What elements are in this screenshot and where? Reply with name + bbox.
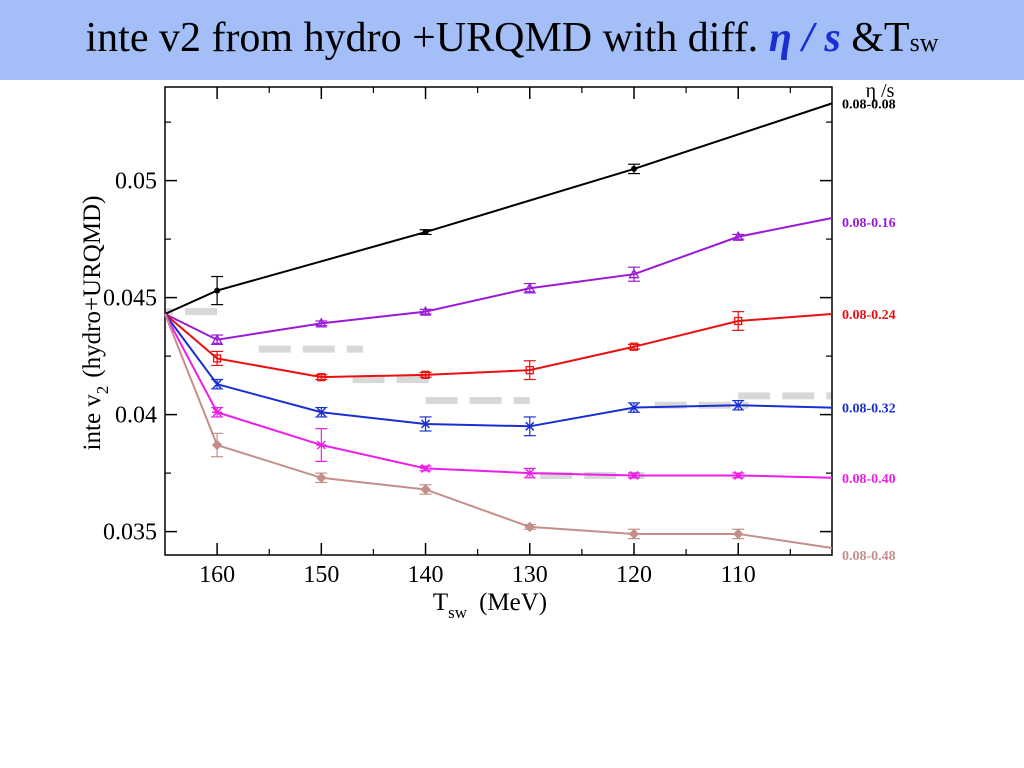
y-tick-label: 0.035 (103, 520, 157, 546)
data-point (422, 229, 429, 236)
data-point (317, 373, 326, 382)
y-tick-label: 0.04 (115, 403, 157, 429)
series-label: 0.08-0.32 (842, 402, 896, 417)
axis-ticks: 160 150 140 130 120 110 0.035 0.04 0.045 0.05 (103, 87, 832, 588)
data-point (524, 282, 536, 293)
data-point (732, 528, 744, 540)
series-line (164, 312, 833, 379)
data-point (733, 470, 744, 480)
data-point (421, 370, 430, 379)
data-point (420, 484, 431, 495)
x-axis-label-main: T (433, 589, 448, 616)
x-tick-label: 130 (512, 562, 548, 588)
data-point (732, 230, 744, 241)
plot-frame (164, 86, 833, 556)
data-point (316, 472, 327, 483)
x-axis-label-sub: sw (448, 603, 468, 622)
data-point (629, 342, 639, 351)
x-tick-label: 140 (408, 562, 444, 588)
series-line (164, 102, 833, 315)
data-point (316, 407, 326, 417)
series-group (164, 102, 833, 549)
series-line (164, 313, 833, 428)
y-axis-label-sub: 2 (93, 386, 112, 395)
y-tick-label: 0.05 (115, 169, 157, 195)
series-label: 0.08-0.16 (842, 216, 896, 231)
series-line (164, 217, 833, 341)
data-point (214, 287, 221, 294)
series-0.08-0.48 (164, 313, 833, 549)
series-0.08-0.32 (164, 313, 833, 437)
data-point (734, 316, 743, 326)
title-suffix-sub: sw (909, 28, 939, 57)
data-point (420, 463, 431, 473)
data-point (524, 521, 535, 533)
data-point (733, 400, 743, 410)
series-line (164, 313, 833, 549)
data-point (525, 421, 535, 431)
series-labels: 0.08-0.08 0.08-0.16 0.08-0.24 0.08-0.32 0.08… (842, 97, 896, 564)
series-line (164, 313, 833, 479)
title-eta-over-s: η / s (768, 15, 841, 61)
data-point (629, 403, 639, 413)
legend-title: η /s (866, 80, 895, 102)
chart: 160 150 140 130 120 110 0.035 0.04 0.045 0.05 Tsw… (79, 80, 896, 622)
data-point (628, 470, 639, 480)
slide-title-bar (0, 0, 1024, 80)
data-point (212, 407, 223, 417)
series-label: 0.08-0.24 (842, 308, 896, 323)
x-tick-label: 160 (199, 562, 235, 588)
y-tick-label: 0.045 (103, 286, 157, 312)
slide-title: inte v2 from hydro +URQMD with diff. η /… (0, 14, 1024, 62)
y-axis-label-post: (hydro+URQMD) (79, 196, 106, 378)
x-axis-label-unit: (MeV) (479, 589, 547, 616)
data-point (524, 468, 535, 478)
title-suffix: &T (851, 15, 910, 61)
data-point (212, 354, 222, 363)
data-point (628, 528, 640, 540)
data-point (212, 379, 222, 389)
series-label: 0.08-0.48 (842, 549, 896, 564)
data-point (419, 305, 432, 316)
data-point (316, 440, 327, 450)
series-0.08-0.08 (164, 102, 833, 315)
title-main: inte v2 from hydro +URQMD with diff. (85, 15, 759, 61)
x-axis-label: Tsw (MeV) (433, 589, 547, 622)
data-point (211, 439, 223, 451)
x-tick-label: 150 (303, 562, 339, 588)
data-point (315, 317, 327, 328)
data-point (211, 333, 223, 344)
series-label: 0.08-0.40 (842, 472, 896, 487)
x-tick-label: 110 (721, 562, 756, 588)
background-dashes (165, 308, 832, 479)
series-0.08-0.24 (164, 311, 833, 382)
data-point (525, 365, 534, 375)
data-point (421, 419, 431, 429)
series-label: 0.08-0.08 (842, 97, 896, 112)
series-0.08-0.16 (164, 217, 833, 345)
x-tick-label: 120 (616, 562, 652, 588)
series-0.08-0.40 (164, 313, 833, 480)
y-axis-label-pre: inte v (79, 394, 106, 451)
y-axis-label: inte v2 (hydro+URQMD) (79, 196, 112, 451)
data-point (630, 165, 637, 172)
data-point (628, 268, 640, 279)
